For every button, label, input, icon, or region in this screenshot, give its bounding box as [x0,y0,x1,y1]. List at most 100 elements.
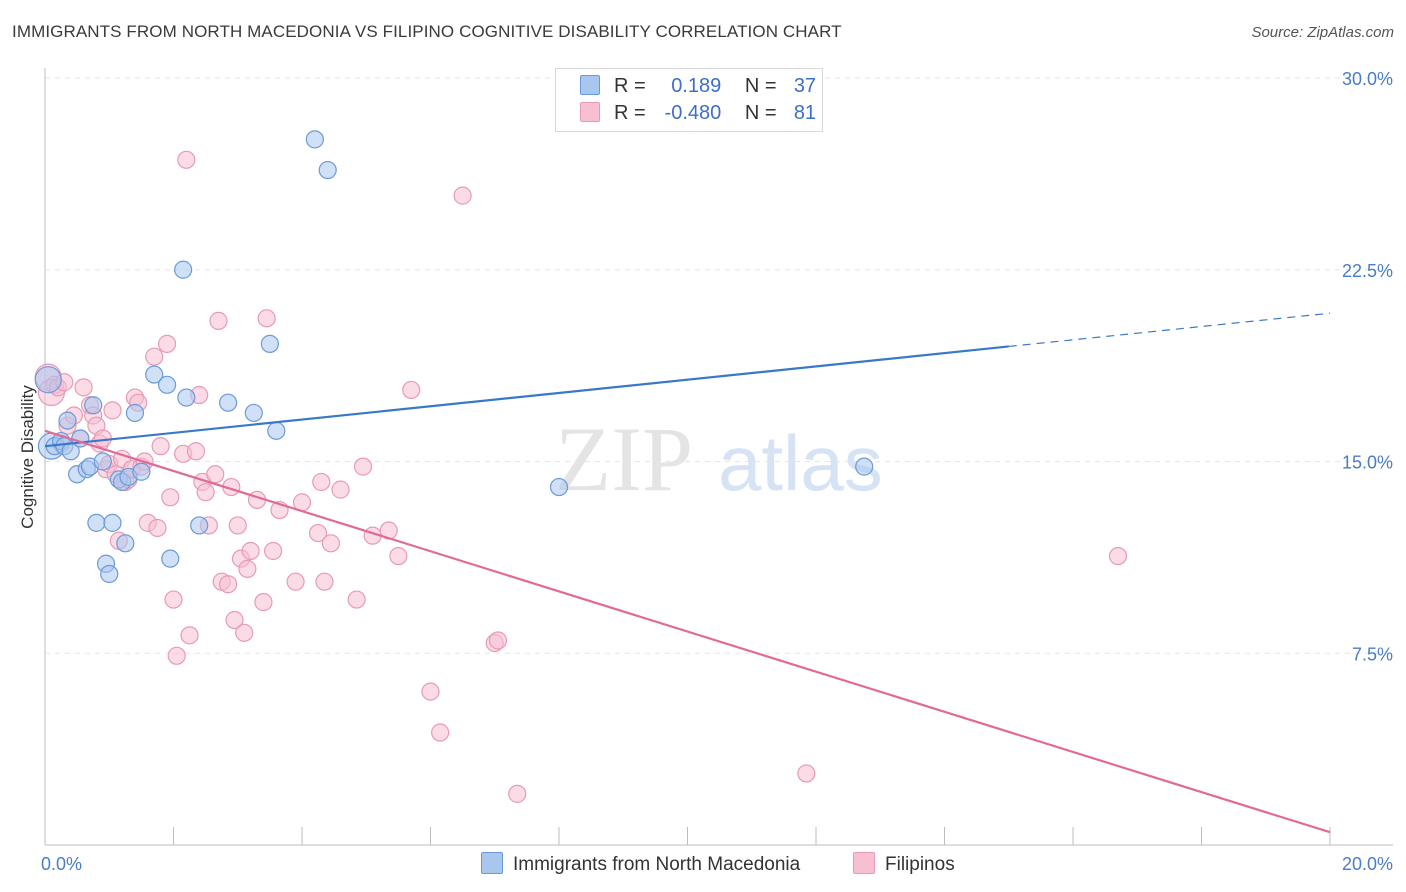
data-point [855,457,874,476]
data-point [488,631,508,650]
data-point [116,534,135,553]
data-point [151,437,170,456]
legend-swatch-filipinos [580,102,600,122]
y-axis-label: Cognitive Disability [18,385,37,529]
chart-title: IMMIGRANTS FROM NORTH MACEDONIA VS FILIP… [12,22,842,41]
data-point [267,421,286,440]
watermark-atlas: atlas [718,419,883,507]
data-point [453,186,472,205]
legend-r-label: R = [614,102,646,124]
data-point [257,309,276,328]
legend-row-north-macedonia: R = 0.189 N = 37 [580,75,816,99]
data-point [209,311,228,330]
data-point [206,465,225,484]
trend-line-filipinos [44,429,1331,834]
data-point [318,160,337,180]
data-point [219,393,238,412]
data-point [87,513,106,532]
data-point [148,518,167,538]
bottom-legend-swatch [853,852,875,874]
data-point [196,483,215,502]
data-point [315,572,334,591]
data-point [161,488,180,507]
data-point [74,378,93,397]
data-point [1108,546,1128,566]
watermark-zip: ZIP [555,408,693,510]
chart-source: Source: ZipAtlas.com [1251,24,1394,41]
data-point [389,546,408,566]
data-point [84,396,103,415]
data-point [161,549,180,568]
y-tick-label: 22.5% [1342,261,1393,281]
data-point [797,764,816,783]
data-point [286,572,305,591]
data-point [34,366,62,394]
data-point [219,575,238,594]
legend-r-label: R = [614,75,646,97]
data-point [125,403,145,423]
data-point [421,682,440,701]
data-point [549,477,569,497]
data-point [190,516,209,535]
data-points [34,130,1128,803]
data-point [263,541,283,561]
data-point [508,784,527,803]
data-point [241,541,260,561]
data-point [157,334,177,353]
bottom-legend-swatch [481,852,503,874]
data-point [174,260,193,279]
data-point [228,516,247,535]
x-tick-label: 0.0% [41,854,82,874]
data-point [186,442,206,461]
legend-swatch-north-macedonia [580,75,600,95]
legend-n-value: 37 [793,75,817,97]
trend-line-north-macedonia [44,345,1009,448]
watermark: ZIP atlas [555,408,883,510]
data-point [402,380,421,400]
trend-lines [44,312,1331,834]
legend-r-value: -0.480 [664,102,722,124]
data-point [132,462,151,481]
data-point [260,334,279,353]
data-point [312,472,331,492]
data-point [244,403,263,423]
data-point [93,452,112,471]
legend-n-label: N = [744,75,777,97]
data-point [180,626,199,645]
data-point [167,646,186,665]
data-point [347,590,366,609]
data-point [431,723,450,742]
data-point [100,564,119,584]
data-point [308,523,328,543]
bottom-legend-label: Immigrants from North Macedonia [513,854,801,875]
data-point [353,457,373,476]
data-point [177,388,196,407]
data-point [305,130,324,149]
data-point [225,610,244,630]
x-tick-label: 20.0% [1342,854,1393,874]
legend-row-filipinos: R = -0.480 N = 81 [580,102,816,126]
data-point [331,480,350,499]
data-point [254,593,273,612]
bottom-legend-label: Filipinos [885,854,955,875]
data-point [177,150,196,169]
data-point [164,590,183,609]
y-tick-label: 30.0% [1342,69,1393,89]
data-point [103,401,122,420]
data-point [58,411,77,430]
bottom-legend-north-macedonia: Immigrants from North Macedonia [481,852,800,876]
legend-n-value: 81 [793,102,817,124]
series-north-macedonia [34,130,874,584]
trend-line-extension [1008,312,1331,348]
legend-n-label: N = [744,102,777,124]
stats-legend: R = 0.189 N = 37 R = -0.480 N = 81 [555,68,823,132]
data-point [145,347,164,366]
data-point [145,365,164,384]
grid-lines [45,77,1393,654]
data-point [235,623,254,642]
data-point [321,534,341,553]
y-tick-label: 7.5% [1352,644,1393,664]
tick-labels: 7.5% 15.0% 22.5% 30.0% 0.0% 20.0% [41,69,1393,874]
legend-r-value: 0.189 [671,75,722,97]
